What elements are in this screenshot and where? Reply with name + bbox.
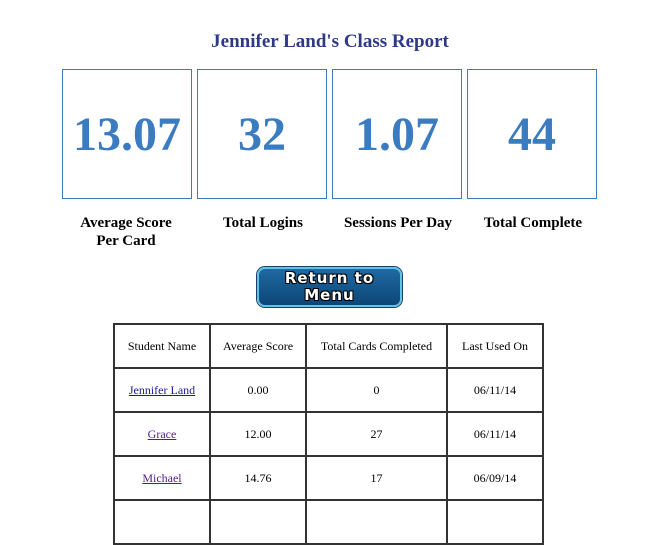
student-name-cell: Grace — [113, 411, 211, 457]
button-label-line: Return to — [284, 269, 375, 287]
stat-label-total-logins: Total Logins — [223, 215, 303, 231]
column-header-total-cards: Total Cards Completed — [305, 323, 448, 369]
page-title: Jennifer Land's Class Report — [211, 31, 449, 52]
student-link[interactable]: Jennifer Land — [128, 382, 196, 397]
table-header-row: Student Name Average Score Total Cards C… — [113, 323, 544, 369]
table-row: Jennifer Land 0.00 0 06/11/14 — [113, 367, 544, 413]
cards-completed-cell: 27 — [305, 411, 448, 457]
student-link[interactable]: Michael — [142, 470, 182, 485]
student-link[interactable]: Grace — [147, 426, 177, 441]
student-name-cell: Michael — [113, 455, 211, 501]
stat-total-logins: 32 — [197, 69, 327, 199]
last-used-cell: 06/11/14 — [446, 367, 544, 413]
average-score-cell: 0.00 — [209, 367, 307, 413]
stat-sessions-per-day: 1.07 — [332, 69, 462, 199]
column-header-student-name: Student Name — [113, 323, 211, 369]
student-name-cell: Jennifer Land — [113, 367, 211, 413]
student-report-table: Student Name Average Score Total Cards C… — [113, 323, 544, 545]
last-used-cell: 06/11/14 — [446, 411, 544, 457]
stat-label-total-complete: Total Complete — [483, 215, 583, 231]
stat-label-average-score: Average Score Per Card — [51, 214, 201, 250]
stat-label-sessions-per-day: Sessions Per Day — [343, 215, 453, 231]
cards-completed-cell: 17 — [305, 455, 448, 501]
table-row: Michael 14.76 17 06/09/14 — [113, 455, 544, 501]
stat-total-complete: 44 — [467, 69, 597, 199]
return-to-menu-label: Return to Menu — [285, 270, 374, 304]
return-to-menu-button[interactable]: Return to Menu — [257, 267, 402, 307]
last-used-cell: 06/09/14 — [446, 455, 544, 501]
stat-label-line: Average Score — [80, 215, 172, 231]
average-score-cell: 12.00 — [209, 411, 307, 457]
cards-completed-cell: 0 — [305, 367, 448, 413]
button-label-line: Menu — [304, 286, 355, 304]
column-header-average-score: Average Score — [209, 323, 307, 369]
stat-average-score: 13.07 — [62, 69, 192, 199]
column-header-last-used: Last Used On — [446, 323, 544, 369]
table-row: Grace 12.00 27 06/11/14 — [113, 411, 544, 457]
average-score-cell: 14.76 — [209, 455, 307, 501]
stat-label-line: Per Card — [96, 233, 156, 249]
